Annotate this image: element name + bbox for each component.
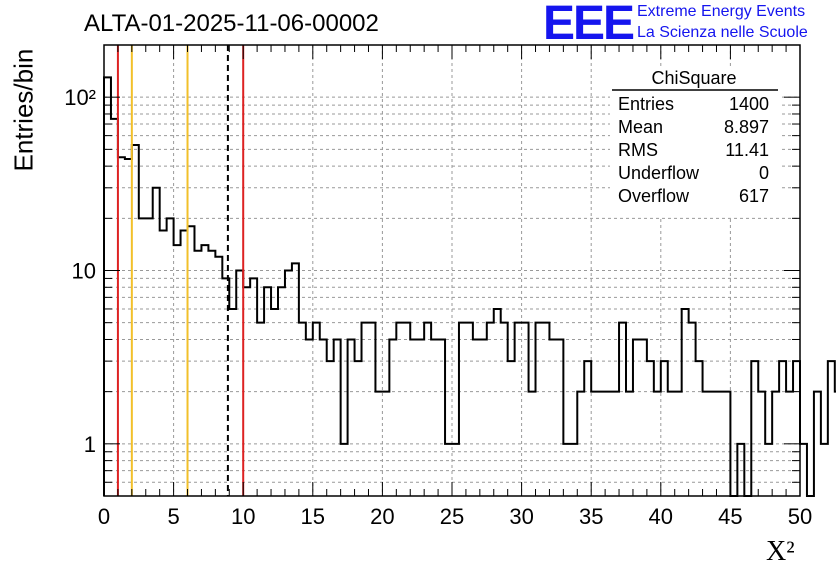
stats-box: [610, 69, 780, 217]
x-tick-label: 10: [231, 504, 255, 529]
x-tick-label: 15: [301, 504, 325, 529]
stats-value: 1400: [729, 94, 769, 114]
stats-label: Mean: [618, 117, 663, 137]
stats-value: 11.41: [725, 140, 769, 160]
x-tick-label: 50: [788, 504, 812, 529]
x-tick-label: 35: [579, 504, 603, 529]
y-tick-label: 1: [84, 432, 96, 457]
stats-title: ChiSquare: [651, 68, 736, 88]
logo-text-line2: La Scienza nelle Scuole: [637, 24, 808, 41]
stats-value: 8.897: [724, 117, 769, 137]
y-tick-label: 10: [72, 259, 96, 284]
logo-text-line1: Extreme Energy Events: [637, 3, 806, 20]
y-tick-label: 10²: [64, 85, 96, 110]
x-tick-label: 40: [649, 504, 673, 529]
histogram-outline: [103, 76, 836, 497]
x-tick-label: 0: [98, 504, 110, 529]
x-tick-label: 5: [167, 504, 179, 529]
stats-label: Underflow: [618, 163, 700, 183]
x-tick-label: 20: [370, 504, 394, 529]
stats-label: Overflow: [618, 186, 690, 206]
chart-title: ALTA-01-2025-11-06-00002: [84, 10, 379, 37]
stats-label: RMS: [618, 140, 658, 160]
x-axis-label: X²: [766, 536, 795, 567]
stats-value: 617: [739, 186, 769, 206]
eee-logo: EEE: [543, 0, 635, 50]
stats-label: Entries: [618, 94, 674, 114]
stats-value: 0: [759, 163, 769, 183]
x-tick-label: 30: [509, 504, 533, 529]
x-tick-label: 45: [718, 504, 742, 529]
x-tick-label: 25: [440, 504, 464, 529]
